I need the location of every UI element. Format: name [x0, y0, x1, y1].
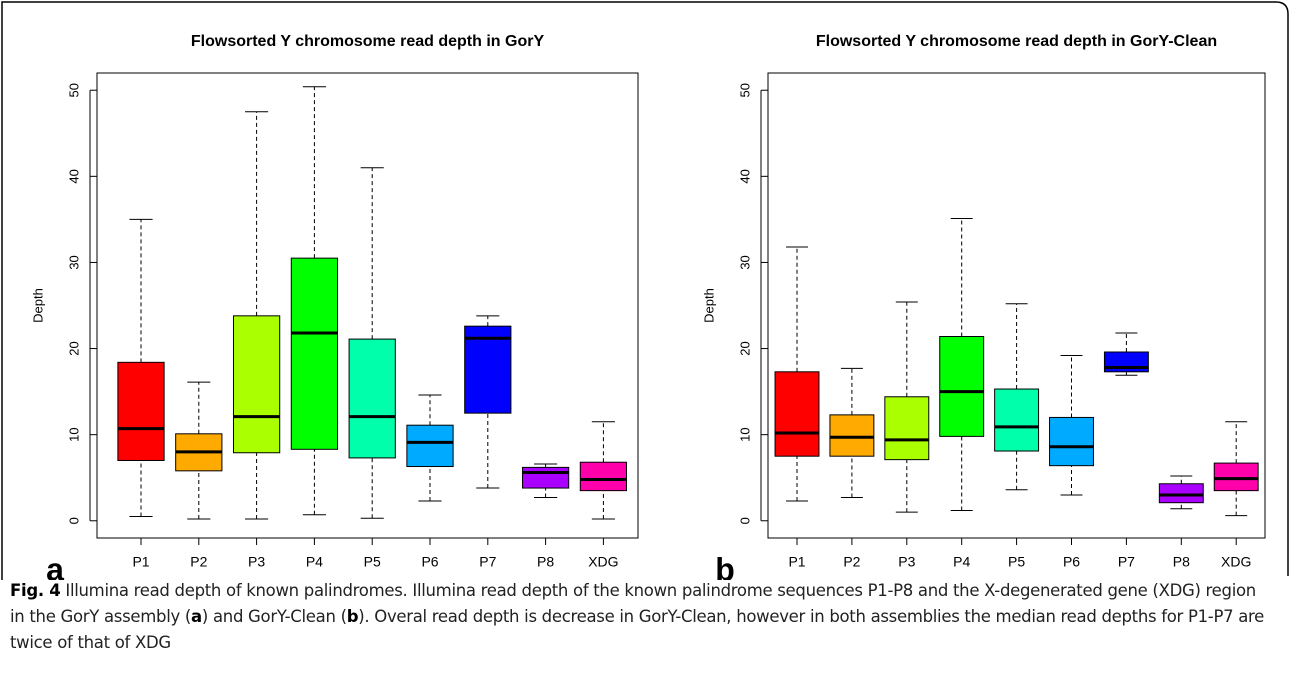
- caption-text: ). Overal read depth is decrease in GorY…: [10, 607, 1265, 652]
- panel-label: a: [46, 551, 64, 580]
- box: [117, 361, 165, 462]
- x-tick-label: P6: [1063, 554, 1080, 570]
- y-tick-label: 30: [66, 255, 81, 269]
- y-tick-label: 50: [737, 83, 752, 97]
- x-tick-label: P1: [788, 554, 805, 570]
- box: [884, 396, 930, 461]
- caption-text: b: [346, 607, 359, 626]
- x-tick-label: P5: [364, 554, 381, 570]
- x-tick-label: P2: [843, 554, 860, 570]
- box: [1049, 416, 1094, 467]
- figure-frame: [1, 1, 1289, 580]
- y-tick-label: 30: [737, 255, 752, 269]
- x-tick-label: P5: [1008, 554, 1025, 570]
- y-tick-label: 10: [737, 427, 752, 441]
- caption-text: Illumina read depth of known palindromes…: [10, 581, 1256, 626]
- x-tick-label: P6: [421, 554, 438, 570]
- box: [829, 414, 875, 457]
- box: [521, 466, 570, 489]
- y-tick-label: 0: [66, 517, 81, 524]
- x-tick-label: P4: [306, 554, 323, 570]
- box: [464, 325, 512, 414]
- y-tick-label: 10: [66, 427, 81, 441]
- x-tick-label: P7: [1118, 554, 1135, 570]
- x-tick-label: P1: [132, 554, 149, 570]
- x-tick-label: P8: [1173, 554, 1190, 570]
- y-tick-label: 0: [737, 517, 752, 524]
- box: [232, 315, 281, 454]
- x-tick-label: P7: [479, 554, 496, 570]
- caption-text: ) and GorY-Clean (: [201, 607, 347, 626]
- y-tick-label: 40: [737, 169, 752, 183]
- box: [994, 388, 1040, 452]
- caption-text: a: [191, 607, 202, 626]
- figure: Flowsorted Y chromosome read depth in Go…: [1, 1, 1289, 580]
- x-tick-label: XDG: [1221, 554, 1251, 570]
- y-axis-label: Depth: [701, 288, 716, 323]
- box: [939, 336, 985, 437]
- chart-title: Flowsorted Y chromosome read depth in Go…: [816, 33, 1217, 50]
- x-tick-label: P3: [248, 554, 265, 570]
- y-axis-label: Depth: [30, 288, 45, 323]
- panel-label: b: [715, 551, 735, 580]
- y-tick-label: 50: [66, 83, 81, 97]
- box: [579, 461, 628, 492]
- caption-label: Fig. 4: [10, 581, 61, 600]
- x-tick-label: P8: [537, 554, 554, 570]
- box: [1213, 462, 1259, 492]
- chart-title: Flowsorted Y chromosome read depth in Go…: [191, 33, 545, 50]
- box: [290, 257, 339, 450]
- x-tick-label: P3: [898, 554, 915, 570]
- x-tick-label: P2: [190, 554, 207, 570]
- y-tick-label: 40: [66, 169, 81, 183]
- plot-frame: [96, 72, 639, 539]
- box: [774, 371, 820, 457]
- x-tick-label: P4: [953, 554, 970, 570]
- box: [406, 424, 454, 468]
- y-tick-label: 20: [737, 341, 752, 355]
- y-tick-label: 20: [66, 341, 81, 355]
- x-tick-label: XDG: [588, 554, 618, 570]
- caption: Fig. 4 Illumina read depth of known pali…: [10, 578, 1265, 656]
- box: [348, 338, 396, 459]
- box: [1158, 483, 1204, 504]
